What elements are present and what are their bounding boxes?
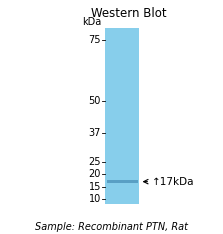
- Text: Sample: Recombinant PTN, Rat: Sample: Recombinant PTN, Rat: [35, 222, 188, 232]
- Text: 37: 37: [89, 128, 101, 138]
- Bar: [105, 28, 139, 204]
- Text: 20: 20: [89, 169, 101, 179]
- Text: ↑17kDa: ↑17kDa: [151, 177, 194, 187]
- Text: 75: 75: [88, 35, 101, 45]
- Text: 50: 50: [89, 96, 101, 106]
- Text: Western Blot: Western Blot: [91, 7, 166, 20]
- Text: 15: 15: [89, 182, 101, 191]
- Text: 25: 25: [88, 157, 101, 167]
- Text: kDa: kDa: [82, 17, 101, 27]
- Text: 10: 10: [89, 194, 101, 204]
- Bar: [107, 180, 138, 183]
